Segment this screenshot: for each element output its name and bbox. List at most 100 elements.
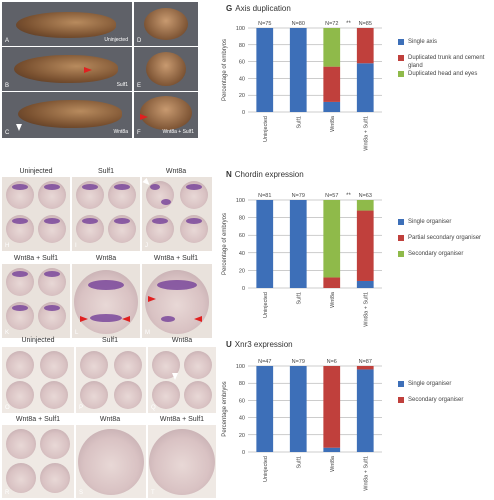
- panel-d: D: [134, 2, 198, 46]
- legend-item: Single organiser: [398, 380, 492, 396]
- y-axis-label: Percentage of embryos: [222, 213, 228, 275]
- panel-e: E: [134, 47, 198, 91]
- panel-q: Q: [148, 347, 216, 413]
- panel-e-label: E: [137, 83, 142, 89]
- panel-t-label: T: [151, 490, 155, 496]
- y-tick-label: 40: [239, 76, 245, 82]
- bar-segment-wnt8a-sulf1: [356, 369, 374, 452]
- embryo-image: [180, 215, 208, 243]
- legend-item: Duplicated head and eyes: [398, 70, 492, 86]
- legend-label: Partial secondary organiser: [408, 235, 482, 241]
- column-title-wnt8a: Wnt8a: [165, 168, 187, 175]
- legend-label: Single axis: [408, 39, 438, 45]
- panel-b-condition: Sulf1: [116, 82, 128, 88]
- panel-f-condition: Wnt8a + Sulf1: [162, 129, 194, 135]
- legend-swatch: [398, 219, 404, 225]
- panel-f-label: F: [137, 130, 141, 136]
- legend-item: Duplicated trunk and cement gland: [398, 54, 492, 70]
- chart-g-letter: G: [226, 4, 233, 13]
- panel-p-label: P: [79, 405, 84, 411]
- panel-h: H: [2, 177, 70, 251]
- legend-label: Duplicated trunk and cement gland: [408, 55, 485, 69]
- legend-label: Single organiser: [408, 381, 452, 387]
- category-label: Wnt8a: [330, 291, 336, 308]
- column-title-wnt8a-sulf1-large: Wnt8a + Sulf1: [153, 255, 199, 262]
- chart-u-title: U Xnr3 expression: [226, 340, 293, 349]
- panel-c-label: C: [5, 130, 10, 136]
- panel-t: T: [148, 425, 216, 498]
- column-title-wnt8a-xnr3: Wnt8a: [171, 337, 193, 344]
- chart-n-legend: Single organiser Partial secondary organi…: [398, 218, 492, 266]
- bar-segment-wnt8a-sulf1: [356, 28, 374, 64]
- bar-segment-sulf1: [289, 200, 307, 288]
- column-title-wnt8a-xnr3-large: Wnt8a: [99, 416, 121, 423]
- legend-item: Secondary organiser: [398, 250, 492, 266]
- legend-label: Duplicated head and eyes: [408, 71, 478, 77]
- red-arrow-icon: [194, 316, 202, 322]
- y-tick-label: 60: [239, 60, 245, 66]
- bar-segment-sulf1: [289, 366, 307, 452]
- legend-label: Secondary organiser: [408, 397, 464, 403]
- embryo-image: [6, 351, 34, 379]
- bar-segment-wnt8a-sulf1: [356, 63, 374, 112]
- n-label: N=85: [359, 21, 372, 27]
- y-tick-label: 40: [239, 251, 245, 257]
- chart-u-title-text: Xnr3 expression: [234, 340, 293, 349]
- panel-l-label: L: [75, 330, 79, 336]
- panel-o: O: [2, 347, 74, 413]
- panel-l: L: [72, 264, 140, 338]
- embryo-image: [80, 351, 108, 379]
- n-label: N=81: [258, 193, 271, 199]
- panel-p: P: [76, 347, 146, 413]
- bar-segment-wnt8a: [323, 66, 341, 102]
- embryo-image: [6, 381, 34, 409]
- chart-g-axis-duplication: Percentage of embryos 0 20 40 60 80 100 N=75 Uni…: [222, 21, 382, 151]
- embryo-image: [6, 302, 34, 330]
- category-label: Uninjected: [263, 116, 269, 142]
- legend-label: Single organiser: [408, 219, 452, 225]
- panel-b-label: B: [5, 83, 10, 89]
- white-arrow-icon: [172, 373, 178, 380]
- bar-segment-wnt8a-sulf1: [356, 210, 374, 281]
- embryo-image: [40, 429, 70, 459]
- tadpole-head-image: [140, 96, 192, 130]
- y-tick-label: 80: [239, 381, 245, 387]
- category-label: Wnt8a + Sulf1: [363, 292, 369, 327]
- y-tick-label: 100: [236, 364, 245, 370]
- bar-segment-wnt8a: [323, 200, 341, 278]
- significance-marker: **: [346, 193, 351, 199]
- red-arrow-icon: [122, 316, 130, 322]
- red-arrow-icon: [140, 114, 148, 120]
- embryo-image: [6, 215, 34, 243]
- panel-a-condition: Uninjected: [104, 37, 128, 43]
- panel-h-label: H: [5, 243, 10, 249]
- column-title-wnt8a-large: Wnt8a: [95, 255, 117, 262]
- embryo-image: [76, 215, 104, 243]
- legend-item: Single organiser: [398, 218, 492, 234]
- category-label: Uninjected: [263, 456, 269, 482]
- chart-n-letter: N: [226, 170, 232, 179]
- embryo-image: [6, 429, 36, 459]
- n-label: N=80: [292, 21, 305, 27]
- embryo-image: [74, 270, 138, 334]
- embryo-image: [80, 381, 108, 409]
- chart-n-title-text: Chordin expression: [234, 170, 304, 179]
- y-tick-label: 0: [242, 450, 245, 456]
- white-arrow-icon: [16, 124, 22, 131]
- panel-c-condition: Wnt8a: [113, 129, 128, 135]
- legend-swatch: [398, 251, 404, 257]
- panel-f: Wnt8a + Sulf1 F: [134, 92, 198, 138]
- bar-segment-wnt8a-sulf1: [356, 200, 374, 211]
- y-tick-label: 40: [239, 416, 245, 422]
- n-label: N=6: [327, 359, 337, 365]
- embryo-image: [40, 381, 68, 409]
- embryo-image: [149, 429, 215, 495]
- bar-segment-wnt8a: [323, 277, 341, 288]
- legend-item: Secondary organiser: [398, 396, 492, 412]
- chart-g-legend: Single axis Duplicated trunk and cement g…: [398, 38, 492, 86]
- n-label: N=57: [325, 193, 338, 199]
- panel-k-label: K: [5, 330, 10, 336]
- embryo-image: [184, 381, 212, 409]
- panel-r: R: [2, 425, 74, 498]
- red-arrow-icon: [84, 67, 92, 73]
